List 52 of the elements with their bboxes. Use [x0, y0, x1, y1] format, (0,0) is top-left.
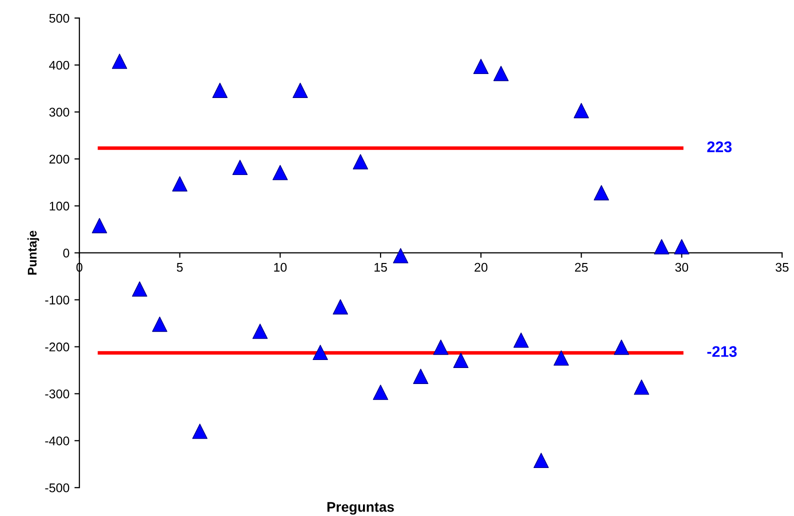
x-tick-label: 10	[274, 262, 287, 272]
y-tick-label: -500	[45, 483, 70, 492]
annotation: 223	[707, 141, 732, 152]
point	[312, 344, 328, 360]
annotation: -213	[707, 346, 737, 357]
point	[292, 82, 308, 98]
point	[132, 281, 148, 297]
point	[252, 324, 268, 339]
point	[473, 58, 489, 74]
point	[152, 316, 168, 332]
y-tick-label: 0	[63, 248, 70, 258]
point	[352, 154, 368, 170]
y-tick-label: 400	[49, 60, 70, 70]
point	[212, 82, 228, 98]
point	[332, 299, 348, 314]
point	[413, 368, 428, 384]
point	[172, 176, 188, 192]
x-tick-label: 20	[474, 262, 488, 272]
point	[614, 340, 630, 355]
point	[112, 54, 128, 69]
y-tick-label: -300	[45, 390, 70, 398]
y-tick-label: 200	[49, 154, 70, 164]
point	[372, 384, 388, 400]
point	[453, 352, 468, 368]
point	[232, 160, 248, 176]
x-tick-label: 30	[675, 262, 688, 272]
point	[594, 185, 610, 200]
point	[493, 66, 509, 82]
point	[92, 218, 108, 234]
point	[272, 164, 288, 180]
point	[554, 350, 569, 366]
point	[574, 102, 589, 118]
y-tick-label: 300	[49, 108, 70, 117]
x-tick-label: 25	[575, 262, 588, 272]
point	[392, 248, 408, 264]
y-tick-label: -200	[45, 342, 70, 352]
y-tick-label: -100	[45, 296, 70, 304]
x-tick-label: 5	[176, 263, 183, 272]
point	[674, 239, 690, 254]
x-axis-title: Preguntas	[327, 502, 394, 515]
point	[534, 452, 549, 468]
y-tick-label: -400	[45, 436, 70, 446]
point	[513, 332, 529, 348]
point	[654, 239, 670, 254]
y-axis-title: Puntaje	[27, 230, 40, 275]
point	[634, 380, 650, 395]
x-tick-label: 15	[374, 263, 387, 272]
point	[433, 340, 448, 355]
y-tick-label: 500	[49, 14, 70, 23]
x-tick-label: 35	[776, 262, 789, 272]
y-tick-label: 100	[50, 202, 70, 211]
point	[192, 424, 208, 439]
